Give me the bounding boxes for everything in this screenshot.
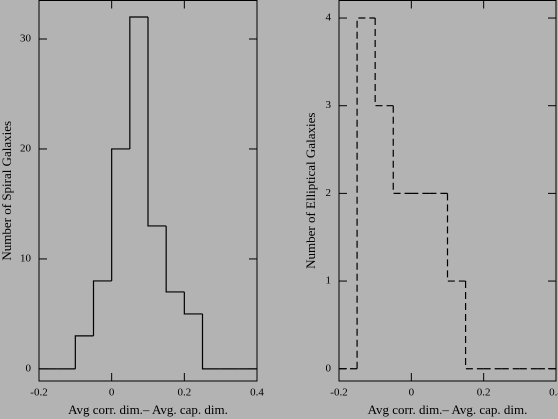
histogram-step: [165, 225, 185, 293]
histogram-step: [147, 16, 167, 227]
x-tick-label: 0.2: [477, 387, 491, 399]
y-axis-title: Number of Spiral Galaxies: [0, 121, 14, 261]
histogram-step: [183, 291, 203, 315]
histogram-step: [392, 105, 412, 194]
x-tick-label: 0: [109, 387, 115, 399]
y-axis-title: Number of Elliptical Galaxies: [303, 113, 318, 269]
x-tick-label: 0.4: [250, 387, 264, 399]
plot-frame: [338, 0, 557, 382]
y-tick-label: 1: [326, 275, 332, 287]
x-axis-title: Avg corr. dim.– Avg. cap. dim.: [368, 402, 528, 417]
histogram-step: [111, 148, 130, 281]
y-tick-label: 2: [326, 187, 332, 199]
histogram-step: [129, 16, 148, 149]
y-tick-label: 10: [20, 252, 32, 264]
y-tick-label: 3: [326, 99, 332, 111]
x-tick-label: -0.2: [330, 387, 347, 399]
y-tick-label: 4: [326, 12, 332, 24]
y-tick-label: 30: [20, 33, 32, 45]
y-tick-label: 0: [26, 362, 32, 374]
x-tick-label: 0.2: [177, 387, 191, 399]
histogram-step: [92, 280, 112, 336]
histogram-step: [464, 281, 484, 370]
x-tick-label: -0.2: [30, 387, 47, 399]
histogram-step: [201, 313, 221, 370]
plot-frame: [38, 0, 258, 382]
histogram-step: [446, 193, 466, 282]
histogram-step: [374, 18, 394, 107]
histogram-step: [356, 17, 376, 369]
y-tick-label: 0: [326, 362, 332, 374]
x-tick-label: 0.4: [549, 387, 558, 399]
x-tick-label: 0: [409, 387, 415, 399]
x-axis-title: Avg corr. dim.– Avg. cap. dim.: [68, 402, 228, 417]
histogram-step: [74, 335, 94, 369]
y-tick-label: 20: [20, 142, 32, 154]
